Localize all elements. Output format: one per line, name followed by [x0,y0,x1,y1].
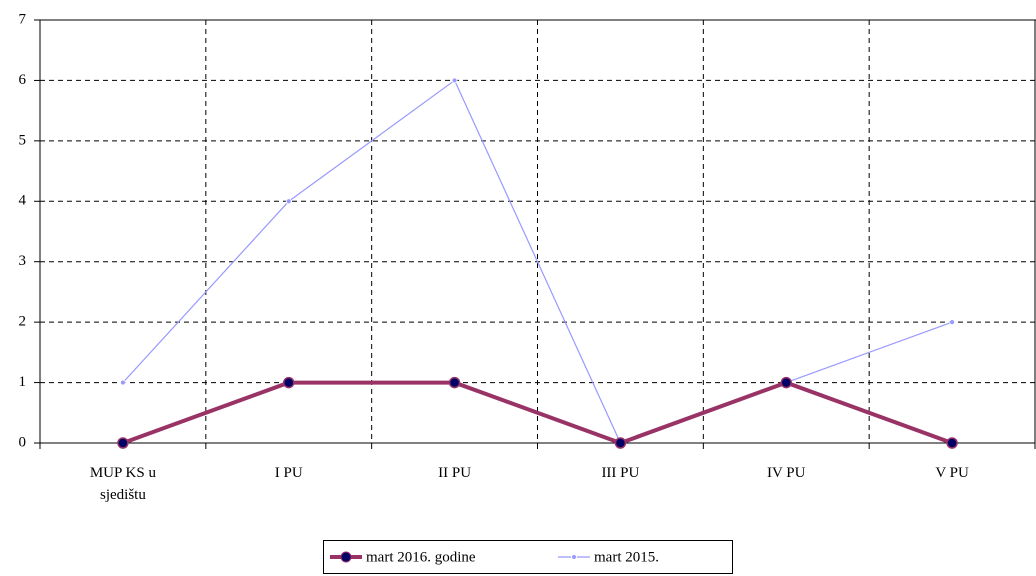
legend-marker [571,554,577,560]
data-point [283,376,295,389]
x-tick-label: IV PU [767,465,806,481]
series-line [122,380,953,445]
data-point [285,198,292,205]
x-tick-label: MUP KS u sjedištu [89,465,156,503]
data-point [780,376,792,389]
y-tick-label: 7 [19,11,27,27]
data-point [117,437,129,449]
y-tick-label: 3 [19,253,27,269]
data-point [120,379,126,386]
y-tick-label: 6 [19,72,27,88]
legend-graphic: mart 2016. godine mart 2015. [330,549,659,565]
data-point [451,77,458,84]
series-line [122,79,953,444]
x-tick-label: III PU [601,465,640,481]
data-point [949,319,955,326]
x-tick-label: V PU [935,465,969,481]
legend-label: mart 2016. godine [366,549,476,565]
legend: mart 2016. godine mart 2015. [323,540,733,574]
x-tick-label: I PU [274,465,303,481]
legend-label: mart 2015. [594,549,659,565]
legend-marker [340,551,352,563]
data-point [946,437,958,449]
y-tick-label: 2 [19,314,27,330]
y-tick-label: 0 [19,434,27,450]
data-point [614,437,627,449]
y-tick-label: 4 [19,193,27,209]
data-point [448,376,461,389]
y-tick-label: 1 [19,374,27,390]
y-tick-label: 5 [19,132,27,148]
x-tick-label: II PU [438,465,472,481]
